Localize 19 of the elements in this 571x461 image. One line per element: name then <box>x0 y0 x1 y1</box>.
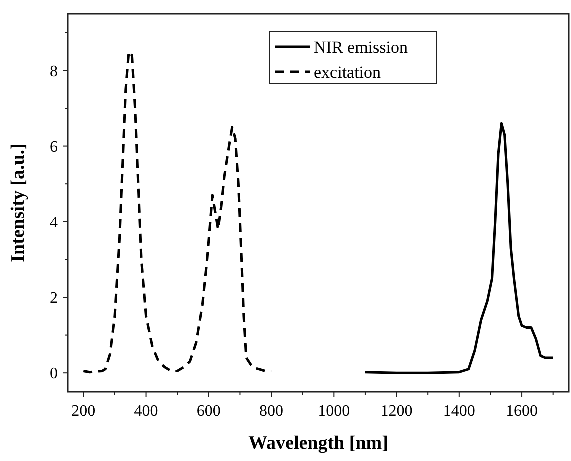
y-tick-label: 2 <box>50 290 58 308</box>
legend-label: excitation <box>314 62 382 82</box>
y-axis-title: Intensity [a.u.] <box>8 144 29 262</box>
x-tick-label: 1000 <box>318 403 350 420</box>
x-axis-title: Wavelength [nm] <box>248 433 388 454</box>
line-series <box>364 122 555 374</box>
x-tick-label: 1400 <box>443 403 476 420</box>
x-tick-label: 1600 <box>506 403 538 420</box>
x-tick-label: 1200 <box>380 403 413 420</box>
x-tick-label: 200 <box>72 403 96 420</box>
line-series <box>82 50 273 374</box>
y-tick-label: 8 <box>50 63 58 80</box>
x-tick-label: 400 <box>134 403 158 420</box>
y-tick-label: 4 <box>50 214 58 232</box>
x-tick-label: 600 <box>196 403 221 420</box>
y-tick-label: 0 <box>50 366 58 383</box>
y-tick-label: 6 <box>50 138 58 156</box>
x-tick-label: 800 <box>260 403 284 420</box>
legend-label: NIR emission <box>314 38 408 57</box>
